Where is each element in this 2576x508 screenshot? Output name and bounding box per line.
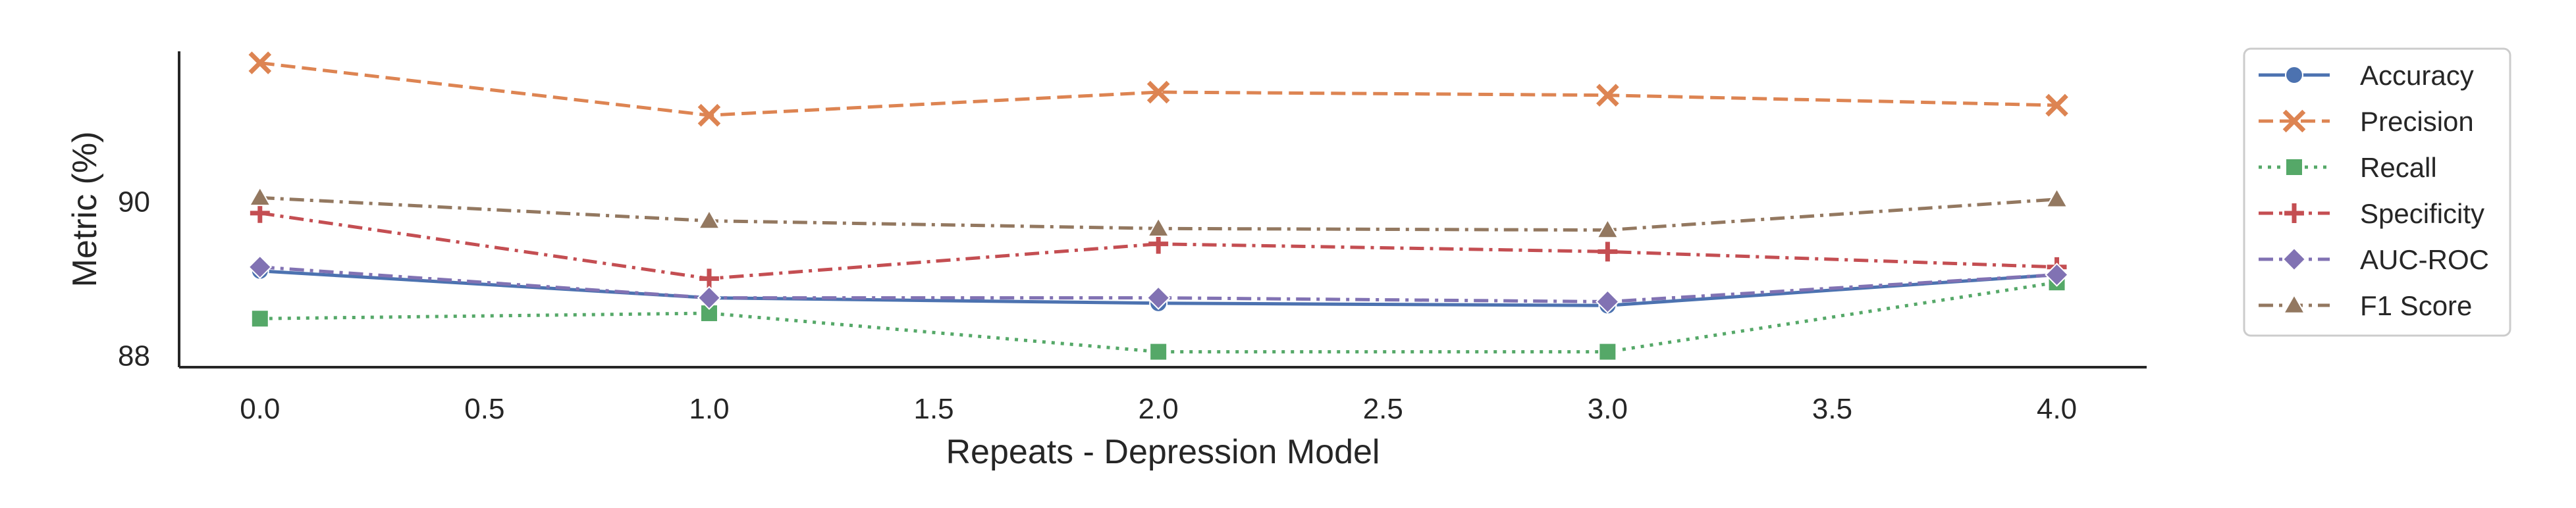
plot-area (178, 51, 2147, 368)
legend-entry-specificity: Specificity (2259, 198, 2484, 229)
x-tick-label: 3.5 (1812, 393, 1852, 425)
legend-entry-recall: Recall (2259, 152, 2437, 183)
legend-entry-accuracy: Accuracy (2259, 60, 2474, 91)
legend-label-specificity: Specificity (2360, 198, 2484, 229)
data-point-specificity (1597, 241, 1618, 262)
series-precision (248, 51, 2068, 127)
series-auc-roc (248, 255, 2069, 314)
y-tick-label: 88 (118, 340, 150, 372)
x-tick-labels: 0.0 0.5 1.0 1.5 2.0 2.5 3.0 3.5 4.0 (240, 393, 2077, 425)
data-point-precision (697, 103, 721, 127)
legend-marker-auc-roc (2282, 247, 2307, 272)
data-point-f1-score (1146, 216, 1170, 237)
data-point-f1-score (248, 186, 272, 207)
data-point-precision (1146, 80, 1170, 104)
data-point-specificity (250, 203, 270, 223)
legend-entry-precision: Precision (2259, 106, 2474, 137)
legend-label-recall: Recall (2360, 152, 2437, 183)
x-axis-label: Repeats - Depression Model (946, 433, 1380, 471)
y-axis-label: Metric (%) (66, 132, 104, 288)
legend-marker-precision (2282, 109, 2306, 133)
legend-marker-specificity (2284, 203, 2304, 223)
x-tick-label: 0.5 (464, 393, 504, 425)
data-point-precision (248, 51, 272, 74)
legend-label-accuracy: Accuracy (2360, 60, 2474, 91)
data-point-f1-score (697, 209, 721, 230)
data-point-precision (2045, 93, 2068, 117)
legend-label-auc-roc: AUC-ROC (2360, 244, 2489, 275)
legend: Accuracy Precision Recall Specificity AUC-RO… (2243, 47, 2511, 337)
legend-label-f1-score: F1 Score (2360, 290, 2472, 321)
series-line-precision (259, 61, 2057, 117)
data-point-auc-roc (697, 286, 722, 310)
x-tick-label: 2.5 (1363, 393, 1403, 425)
x-tick-label: 1.0 (689, 393, 729, 425)
x-tick-label: 4.0 (2037, 393, 2077, 425)
data-point-auc-roc (1596, 290, 1620, 314)
data-point-recall (1149, 342, 1168, 361)
x-tick-label: 3.0 (1588, 393, 1628, 425)
legend-marker-accuracy (2285, 66, 2303, 84)
legend-entry-auc-roc: AUC-ROC (2259, 244, 2489, 275)
data-point-specificity (1148, 234, 1169, 254)
legend-marker-f1-score (2282, 293, 2306, 314)
legend-marker-recall (2285, 158, 2303, 176)
data-point-auc-roc (248, 255, 273, 280)
legend-entry-f1-score: F1 Score (2259, 290, 2472, 321)
x-tick-label: 1.5 (913, 393, 953, 425)
x-tick-label: 0.0 (240, 393, 280, 425)
series-line-specificity (259, 211, 2057, 280)
y-tick-label: 90 (118, 186, 150, 218)
series-layer (248, 51, 2069, 361)
series-specificity (250, 203, 2067, 289)
data-point-f1-score (1596, 218, 1619, 239)
data-point-f1-score (2045, 188, 2068, 208)
series-f1-score (248, 186, 2068, 239)
data-point-precision (1596, 84, 1619, 107)
series-recall (250, 273, 2066, 361)
data-point-specificity (699, 268, 719, 289)
data-point-recall (1598, 342, 1617, 361)
data-point-recall (699, 304, 718, 323)
legend-label-precision: Precision (2360, 106, 2474, 137)
data-point-auc-roc (1146, 286, 1171, 310)
data-point-recall (250, 309, 269, 328)
y-tick-labels: 88 90 (118, 186, 150, 372)
x-tick-label: 2.0 (1139, 393, 1179, 425)
data-point-auc-roc (2045, 263, 2069, 287)
